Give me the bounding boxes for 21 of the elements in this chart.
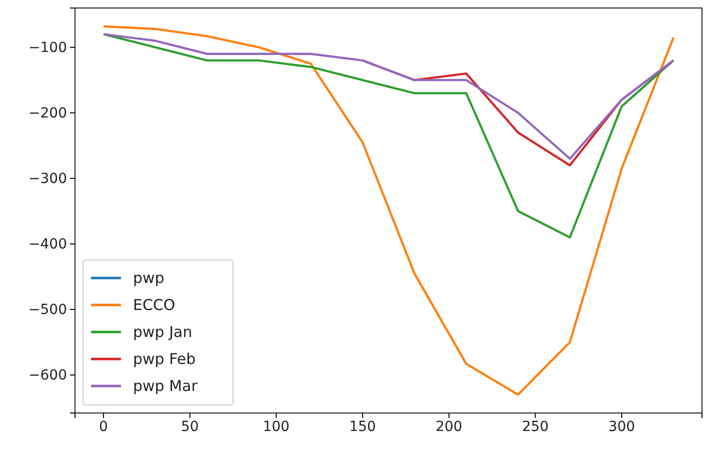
y-tick-label: −600 [28, 367, 67, 384]
y-tick-label: −400 [28, 236, 67, 252]
x-tick-label: 100 [262, 418, 290, 435]
line-series [102, 33, 675, 160]
x-tick-label: 250 [522, 418, 549, 435]
legend-label: pwp Jan [133, 323, 192, 341]
x-tick-label: 0 [99, 418, 108, 435]
y-tick-label: −500 [28, 302, 67, 318]
x-tick-label: 200 [436, 418, 462, 435]
y-tick-label: −200 [28, 105, 67, 122]
legend-label: ECCO [133, 296, 176, 314]
line-series [102, 25, 675, 396]
x-tick-label: 50 [180, 418, 199, 435]
x-tick-label: 150 [349, 418, 376, 435]
legend-label: pwp Feb [133, 350, 196, 368]
y-tick-label: −100 [28, 40, 67, 56]
y-tick-label: −300 [28, 170, 67, 187]
legend-label: pwp [133, 269, 164, 287]
x-tick-label: 300 [608, 418, 636, 435]
legend-label: pwp Mar [133, 377, 198, 395]
line-series [102, 33, 675, 238]
